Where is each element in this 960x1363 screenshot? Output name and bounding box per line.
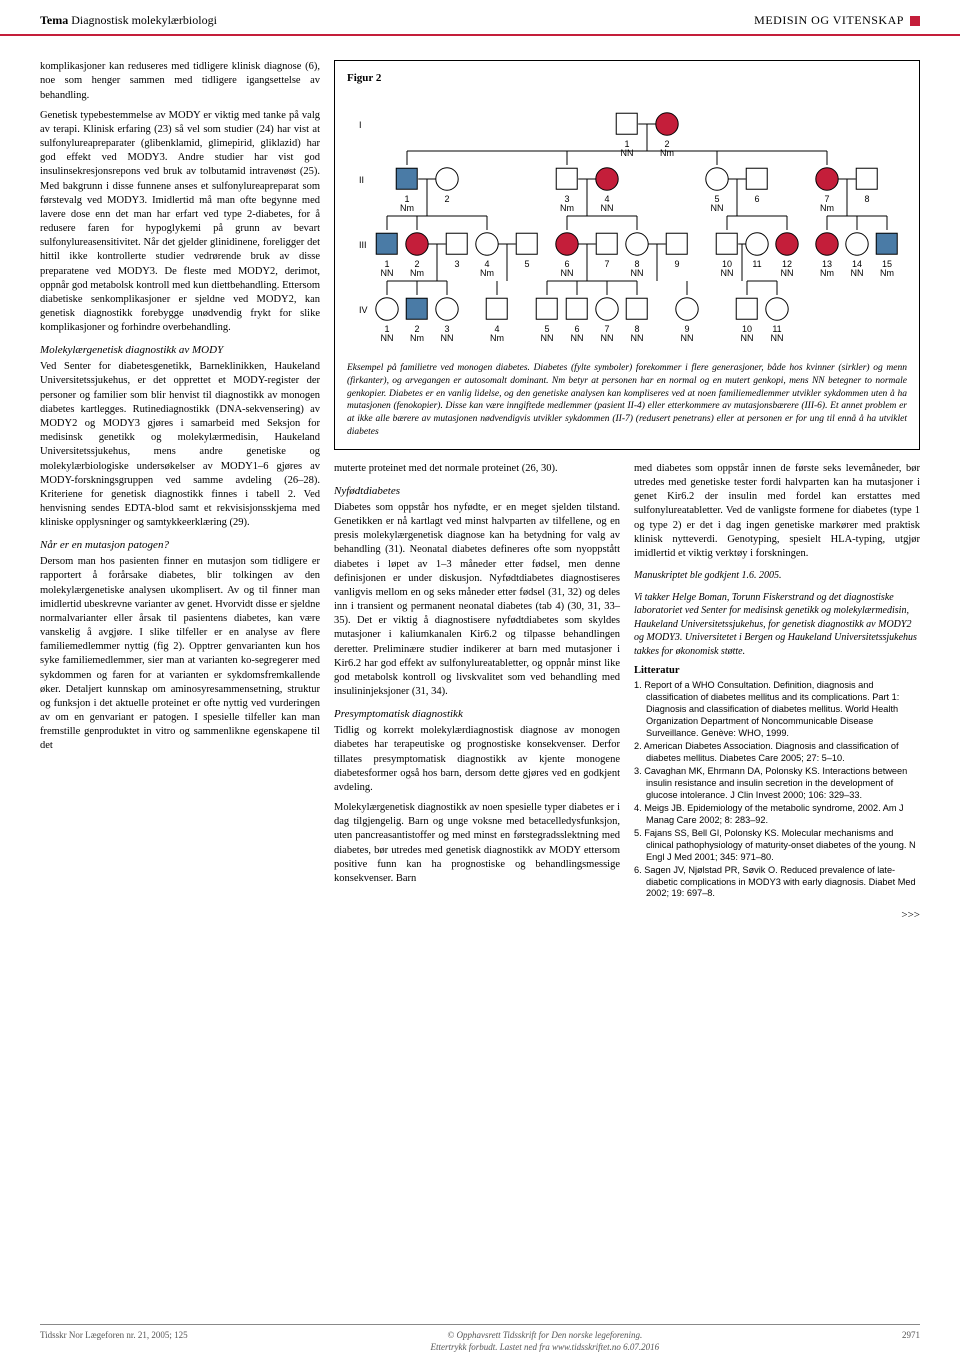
svg-text:NN: NN <box>631 333 644 343</box>
svg-text:Nm: Nm <box>410 268 424 278</box>
references-list: 1. Report of a WHO Consultation. Definit… <box>634 680 920 900</box>
svg-text:NN: NN <box>681 333 694 343</box>
svg-text:IV: IV <box>359 305 368 315</box>
footer-left: Tidsskr Nor Lægeforen nr. 21, 2005; 125 <box>40 1329 188 1341</box>
svg-text:Nm: Nm <box>560 203 574 213</box>
svg-text:Nm: Nm <box>400 203 414 213</box>
c2-h2: Presymptomatisk diagnostikk <box>334 707 620 722</box>
content-area: komplikasjoner kan reduseres med tidlige… <box>0 36 960 933</box>
section-marker-icon <box>910 16 920 26</box>
svg-text:2: 2 <box>444 194 449 204</box>
figure-caption: Eksempel på familietre ved monogen diabe… <box>347 362 907 439</box>
c1-p3: Ved Senter for diabetesgenetikk, Barnekl… <box>40 360 320 530</box>
svg-text:5: 5 <box>524 259 529 269</box>
acknowledgements: Vi takker Helge Boman, Torunn Fiskerstra… <box>634 591 920 659</box>
header-tema: Tema Diagnostisk molekylærbiologi <box>40 12 217 28</box>
svg-text:7: 7 <box>604 259 609 269</box>
svg-text:Nm: Nm <box>660 148 674 158</box>
continued-marker: >>> <box>634 908 920 923</box>
svg-text:I: I <box>359 120 362 130</box>
svg-text:11: 11 <box>752 259 761 269</box>
footer-c2: Ettertrykk forbudt. Lastet ned fra www.t… <box>431 1342 660 1352</box>
pedigree-diagram: IIIIIIIV1NN2Nm1Nm23Nm4NN5NN67Nm81NN2Nm34… <box>347 94 907 354</box>
svg-text:NN: NN <box>711 203 724 213</box>
header-section: MEDISIN OG VITENSKAP <box>754 12 920 28</box>
svg-text:NN: NN <box>601 203 614 213</box>
c1-h1: Molekylærgenetisk diagnostikk av MODY <box>40 343 320 358</box>
svg-text:NN: NN <box>781 268 794 278</box>
reference-item: 5. Fajans SS, Bell GI, Polonsky KS. Mole… <box>634 828 920 864</box>
column-3: med diabetes som oppstår innen de første… <box>634 462 920 923</box>
svg-text:NN: NN <box>771 333 784 343</box>
svg-text:6: 6 <box>754 194 759 204</box>
svg-text:III: III <box>359 240 367 250</box>
right-inner-cols: muterte proteinet med det normale protei… <box>334 462 920 923</box>
svg-text:Nm: Nm <box>820 268 834 278</box>
page-footer: Tidsskr Nor Lægeforen nr. 21, 2005; 125 … <box>40 1324 920 1353</box>
c2-p2: Diabetes som oppstår hos nyfødte, er en … <box>334 501 620 699</box>
tema-label: Tema <box>40 13 68 27</box>
reference-item: 6. Sagen JV, Njølstad PR, Søvik O. Reduc… <box>634 865 920 901</box>
svg-text:NN: NN <box>561 268 574 278</box>
figure-2-box: Figur 2 IIIIIIIV1NN2Nm1Nm23Nm4NN5NN67Nm8… <box>334 60 920 450</box>
c1-p2: Genetisk typebestemmelse av MODY er vikt… <box>40 109 320 336</box>
svg-text:NN: NN <box>631 268 644 278</box>
footer-center: © Opphavsrett Tidsskrift for Den norske … <box>188 1329 902 1353</box>
column-1: komplikasjoner kan reduseres med tidlige… <box>40 60 320 923</box>
manuscript-date: Manuskriptet ble godkjent 1.6. 2005. <box>634 569 920 583</box>
columns-2-3-wrap: Figur 2 IIIIIIIV1NN2Nm1Nm23Nm4NN5NN67Nm8… <box>334 60 920 923</box>
svg-text:9: 9 <box>674 259 679 269</box>
svg-text:NN: NN <box>851 268 864 278</box>
svg-text:NN: NN <box>741 333 754 343</box>
svg-text:NN: NN <box>621 148 634 158</box>
column-2: muterte proteinet med det normale protei… <box>334 462 620 923</box>
svg-text:8: 8 <box>864 194 869 204</box>
footer-right: 2971 <box>902 1329 920 1341</box>
figure-title: Figur 2 <box>347 71 907 86</box>
svg-text:II: II <box>359 175 364 185</box>
footer-c1: © Opphavsrett Tidsskrift for Den norske … <box>447 1330 642 1340</box>
c2-p1: muterte proteinet med det normale protei… <box>334 462 620 476</box>
svg-text:Nm: Nm <box>480 268 494 278</box>
reference-item: 1. Report of a WHO Consultation. Definit… <box>634 680 920 740</box>
reference-item: 4. Meigs JB. Epidemiology of the metabol… <box>634 803 920 827</box>
c2-p3: Tidlig og korrekt molekylærdiagnostisk d… <box>334 724 620 795</box>
section-text: MEDISIN OG VITENSKAP <box>754 13 903 27</box>
reference-item: 2. American Diabetes Association. Diagno… <box>634 741 920 765</box>
c1-p4: Dersom man hos pasienten finner en mutas… <box>40 555 320 753</box>
svg-text:NN: NN <box>541 333 554 343</box>
svg-text:Nm: Nm <box>490 333 504 343</box>
svg-text:NN: NN <box>381 268 394 278</box>
svg-text:NN: NN <box>381 333 394 343</box>
svg-text:3: 3 <box>454 259 459 269</box>
c1-h2: Når er en mutasjon patogen? <box>40 538 320 553</box>
page-header: Tema Diagnostisk molekylærbiologi MEDISI… <box>0 0 960 36</box>
svg-text:NN: NN <box>441 333 454 343</box>
svg-text:Nm: Nm <box>880 268 894 278</box>
c2-p4: Molekylærgenetisk diagnostikk av noen sp… <box>334 801 620 886</box>
literature-heading: Litteratur <box>634 664 920 678</box>
svg-text:NN: NN <box>721 268 734 278</box>
c1-p1: komplikasjoner kan reduseres med tidlige… <box>40 60 320 103</box>
svg-text:Nm: Nm <box>410 333 424 343</box>
svg-text:Nm: Nm <box>820 203 834 213</box>
reference-item: 3. Cavaghan MK, Ehrmann DA, Polonsky KS.… <box>634 766 920 802</box>
c2-h1: Nyfødtdiabetes <box>334 484 620 499</box>
tema-value: Diagnostisk molekylærbiologi <box>71 13 217 27</box>
svg-text:NN: NN <box>571 333 584 343</box>
c3-p1: med diabetes som oppstår innen de første… <box>634 462 920 561</box>
svg-text:NN: NN <box>601 333 614 343</box>
